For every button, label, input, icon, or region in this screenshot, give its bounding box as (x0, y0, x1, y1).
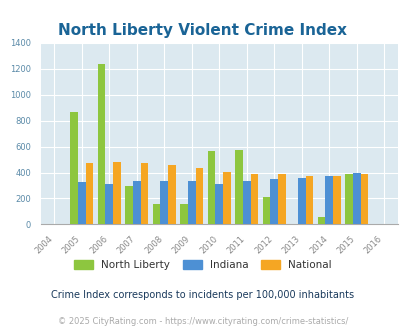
Bar (188, 181, 195, 224)
Bar (360, 175, 367, 224)
Bar (234, 150, 242, 224)
Bar (215, 183, 222, 224)
Bar (70, 112, 78, 224)
Bar (140, 163, 148, 224)
Bar (262, 197, 270, 224)
Bar (160, 181, 168, 224)
Bar (277, 174, 285, 224)
Bar (242, 181, 250, 224)
Bar (113, 162, 121, 224)
Bar (132, 181, 140, 224)
Bar (222, 172, 230, 224)
Bar (270, 179, 277, 224)
Bar (297, 179, 305, 224)
Bar (344, 174, 352, 224)
Bar (85, 163, 93, 224)
Bar (332, 176, 340, 224)
Bar (98, 64, 105, 224)
Text: © 2025 CityRating.com - https://www.cityrating.com/crime-statistics/: © 2025 CityRating.com - https://www.city… (58, 317, 347, 326)
Bar (78, 182, 85, 224)
Bar (207, 151, 215, 224)
Bar (324, 176, 332, 224)
Bar (180, 204, 188, 224)
Bar (195, 168, 203, 224)
Bar (168, 165, 175, 224)
Bar (305, 177, 313, 224)
Text: North Liberty Violent Crime Index: North Liberty Violent Crime Index (58, 23, 347, 38)
Bar (125, 185, 132, 224)
Text: Crime Index corresponds to incidents per 100,000 inhabitants: Crime Index corresponds to incidents per… (51, 290, 354, 300)
Bar (152, 204, 160, 224)
Bar (105, 183, 113, 224)
Bar (317, 216, 324, 224)
Bar (352, 174, 360, 224)
Legend: North Liberty, Indiana, National: North Liberty, Indiana, National (70, 256, 335, 275)
Bar (250, 174, 258, 224)
